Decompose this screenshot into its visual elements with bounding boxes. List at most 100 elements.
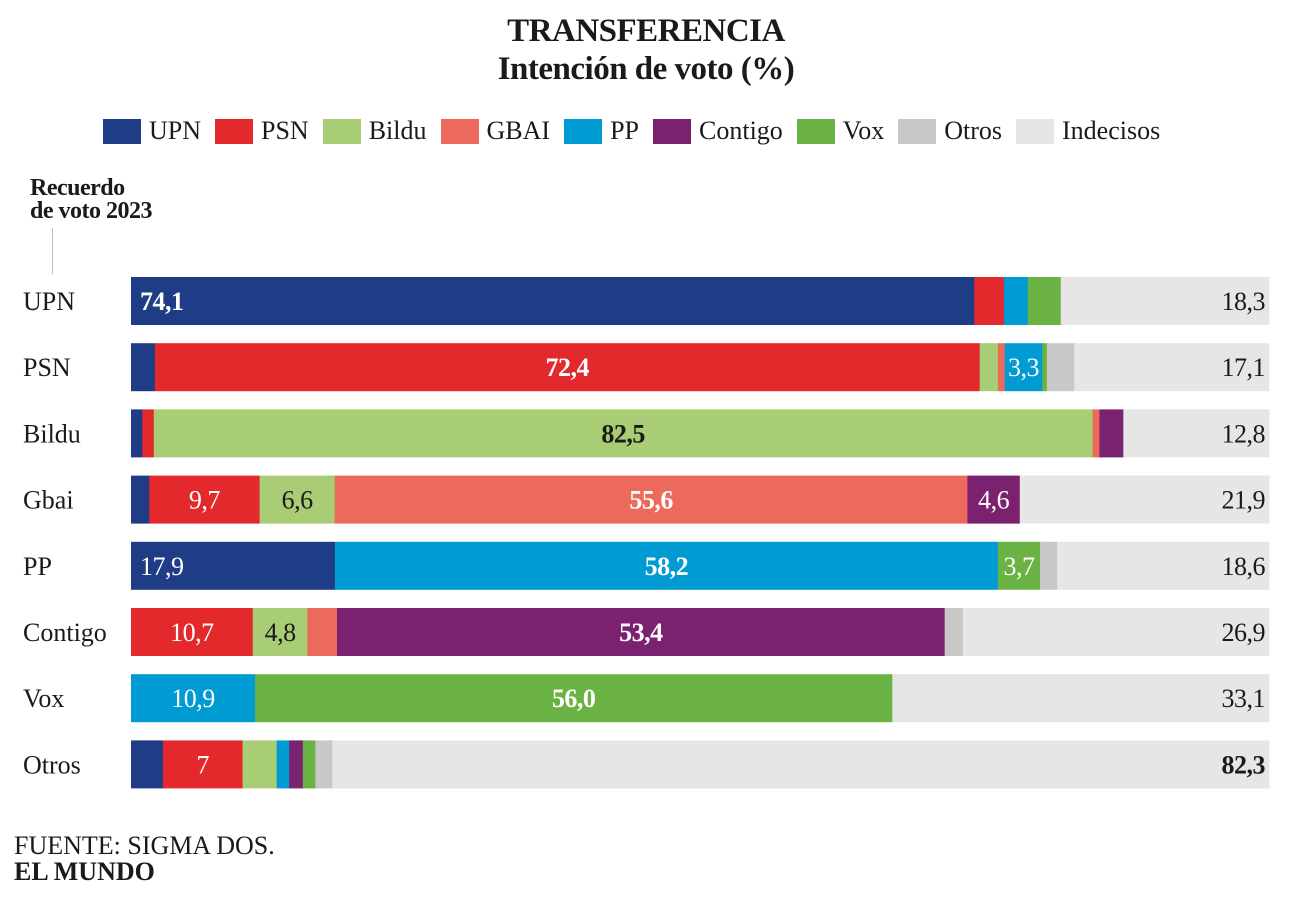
data-label-pp: 3,3 <box>1008 353 1039 382</box>
data-label-indecisos: 12,8 <box>1222 419 1266 448</box>
bar-segment-contigo <box>1099 409 1124 458</box>
bar-segment-contigo <box>967 475 1021 524</box>
bar-segment-vox <box>997 541 1041 590</box>
bar-segment-otros <box>1046 343 1075 392</box>
bar-segment-gbai <box>334 475 968 524</box>
legend: UPN PSN Bildu GBAI PP Contigo Vox Otros Indeciso… <box>103 114 1174 148</box>
category-label: UPN <box>23 287 75 316</box>
legend-swatch-otros <box>898 118 937 144</box>
data-label-bildu: 6,6 <box>282 486 314 515</box>
bar-segment-vox <box>255 674 893 723</box>
category-label: Bildu <box>23 419 81 448</box>
chart-title: TRANSFERENCIA Intención de voto (%) <box>0 12 1292 88</box>
bar-segment-contigo <box>289 740 304 789</box>
legend-swatch-bildu <box>322 118 361 144</box>
bar-segment-psn <box>142 409 155 458</box>
title-line-2: Intención de voto (%) <box>497 51 795 87</box>
legend-label-vox: Vox <box>842 116 885 145</box>
bar-segment-psn <box>154 343 981 392</box>
legend-item-gbai: GBAI <box>440 116 551 146</box>
bar-segment-psn <box>162 740 243 789</box>
legend-item-contigo: Contigo <box>653 116 783 146</box>
bar-segment-bildu <box>242 740 278 789</box>
legend-swatch-upn <box>103 118 141 144</box>
bar-segment-upn <box>131 343 156 392</box>
category-label: Gbai <box>23 486 74 515</box>
bar-segment-indecisos <box>332 740 1270 789</box>
axis-title-tick <box>52 228 53 274</box>
data-label-vox: 3,7 <box>1003 552 1035 581</box>
bar-row-contigo: Contigo 10,7 4,8 53,4 26,9 <box>23 608 1270 656</box>
bar-row-otros: Otros 7 82,3 <box>23 740 1270 789</box>
bar-segment-upn <box>131 541 336 590</box>
data-label-indecisos: 33,1 <box>1222 684 1266 713</box>
data-label-indecisos: 82,3 <box>1222 750 1266 779</box>
data-label-contigo: 4,6 <box>978 486 1010 515</box>
category-label: PSN <box>23 353 71 382</box>
axis-title-line-2: de voto 2023 <box>30 198 153 224</box>
data-label-gbai: 55,6 <box>629 486 673 515</box>
data-label-psn: 7 <box>196 750 209 779</box>
bar-segment-pp <box>131 674 256 723</box>
category-label: PP <box>23 552 52 581</box>
bar-row-vox: Vox 10,9 56,0 33,1 <box>23 674 1270 723</box>
legend-label-gbai: GBAI <box>486 116 551 145</box>
legend-swatch-gbai <box>440 118 479 144</box>
data-label-indecisos: 18,3 <box>1222 287 1266 316</box>
axis-title: Recuerdo de voto 2023 <box>30 175 153 224</box>
bar-segment-pp <box>1003 277 1029 325</box>
legend-item-upn: UPN <box>103 116 201 146</box>
bar-segment-psn <box>131 608 254 656</box>
data-label-psn: 10,7 <box>170 618 214 647</box>
data-label-upn: 74,1 <box>140 287 184 316</box>
data-label-contigo: 53,4 <box>619 618 663 647</box>
bar-segment-contigo <box>336 608 946 656</box>
legend-swatch-vox <box>796 118 835 144</box>
bar-segment-bildu <box>252 608 308 656</box>
category-label: Vox <box>23 684 64 713</box>
legend-item-pp: PP <box>564 116 639 146</box>
bar-row-upn: UPN 74,1 18,3 <box>23 277 1270 325</box>
bar-segment-indecisos <box>1060 277 1270 325</box>
bar-segment-bildu <box>979 343 999 392</box>
bar-segment-upn <box>131 277 975 325</box>
bar-row-psn: PSN 72,4 3,3 17,1 <box>23 343 1270 392</box>
data-label-bildu: 4,8 <box>265 618 297 647</box>
data-label-indecisos: 18,6 <box>1222 552 1266 581</box>
category-label: Otros <box>23 750 81 779</box>
bar-segment-vox <box>1042 343 1048 392</box>
legend-swatch-psn <box>215 118 254 144</box>
bar-segment-pp <box>334 541 999 590</box>
data-label-psn: 9,7 <box>189 486 221 515</box>
legend-label-psn: PSN <box>261 116 309 145</box>
legend-label-bildu: Bildu <box>368 116 427 145</box>
bar-segment-pp <box>1004 343 1043 392</box>
bar-row-pp: PP 17,9 58,2 3,7 18,6 <box>23 541 1270 590</box>
bar-segment-vox <box>1027 277 1062 325</box>
bar-segment-psn <box>149 475 260 524</box>
bar-segment-otros <box>944 608 964 656</box>
legend-label-contigo: Contigo <box>699 116 783 145</box>
bar-segment-indecisos <box>892 674 1270 723</box>
bar-segment-upn <box>131 740 164 789</box>
data-label-indecisos: 26,9 <box>1222 618 1266 647</box>
legend-label-indecisos: Indecisos <box>1062 116 1161 145</box>
bar-segment-indecisos <box>962 608 1270 656</box>
title-line-1: TRANSFERENCIA <box>507 13 785 49</box>
axis-title-line-1: Recuerdo <box>30 175 125 201</box>
legend-swatch-indecisos <box>1016 118 1055 144</box>
data-label-psn: 72,4 <box>546 353 590 382</box>
data-label-bildu: 82,5 <box>601 419 645 448</box>
legend-swatch-contigo <box>653 118 691 144</box>
bar-segment-otros <box>1040 541 1058 590</box>
bar-segment-indecisos <box>1074 343 1270 392</box>
legend-item-vox: Vox <box>796 116 885 146</box>
bar-segment-bildu <box>153 409 1094 458</box>
data-label-upn: 17,9 <box>140 552 184 581</box>
legend-swatch-pp <box>564 118 603 144</box>
bar-segment-upn <box>131 475 150 524</box>
legend-item-otros: Otros <box>898 116 1002 146</box>
bar-segment-indecisos <box>1123 409 1270 458</box>
legend-label-pp: PP <box>610 116 639 145</box>
bar-segment-gbai <box>307 608 338 656</box>
